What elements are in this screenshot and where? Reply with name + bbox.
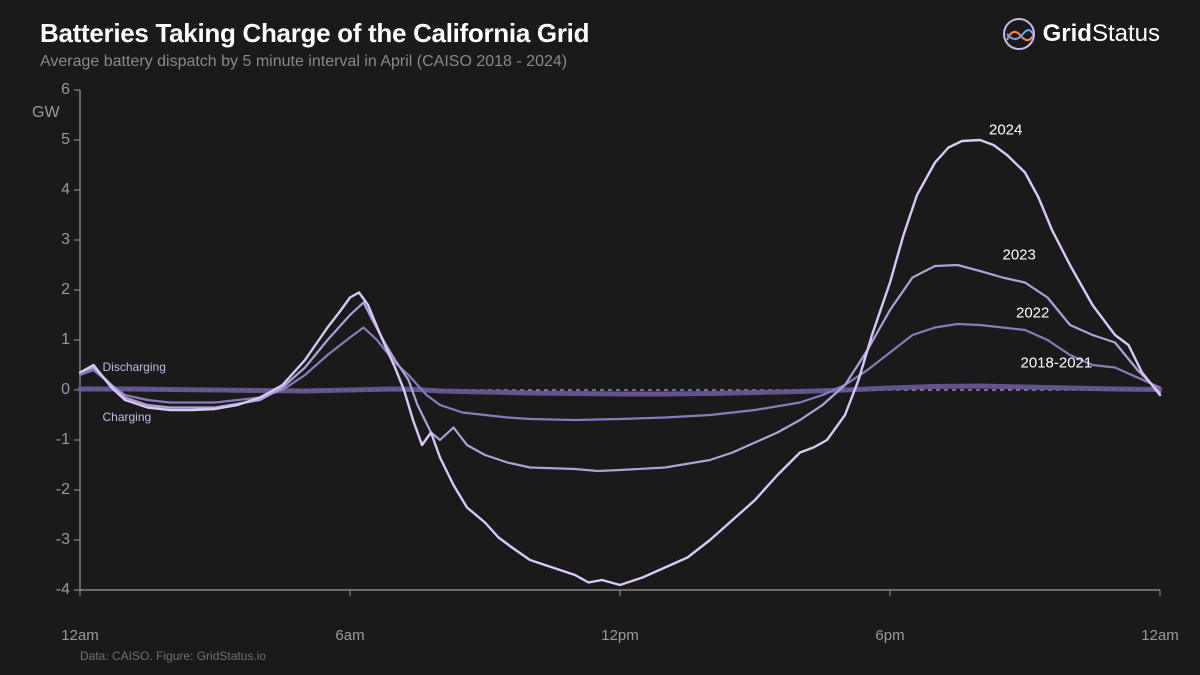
x-tick-label: 6am	[335, 627, 364, 644]
chart-plot-area: GW 6543210-1-2-3-412am6am12pm6pm12amDisc…	[80, 90, 1160, 620]
inline-annotation: Charging	[103, 410, 152, 424]
logo-text-2: Status	[1092, 20, 1160, 47]
y-tick-label: -4	[56, 581, 80, 599]
series-label: 2023	[1003, 247, 1036, 264]
series-label: 2024	[989, 122, 1022, 139]
x-tick-label: 6pm	[875, 627, 904, 644]
y-tick-label: -2	[56, 481, 80, 499]
logo-text-1: Grid	[1043, 20, 1092, 47]
brand-logo-icon	[1003, 18, 1035, 50]
chart-svg	[80, 90, 1160, 620]
chart-title: Batteries Taking Charge of the Californi…	[40, 18, 1003, 49]
y-tick-label: 5	[61, 131, 80, 149]
chart-credit: Data: CAISO. Figure: GridStatus.io	[80, 649, 266, 663]
chart-subtitle: Average battery dispatch by 5 minute int…	[40, 53, 1003, 71]
y-axis-unit: GW	[32, 104, 60, 122]
brand-logo: GridStatus	[1003, 18, 1160, 50]
series-label: 2022	[1016, 304, 1049, 321]
x-tick-label: 12am	[1141, 627, 1179, 644]
y-tick-label: -3	[56, 531, 80, 549]
y-tick-label: 3	[61, 231, 80, 249]
series-label: 2018-2021	[1021, 354, 1093, 371]
y-tick-label: 1	[61, 331, 80, 349]
x-tick-label: 12am	[61, 627, 99, 644]
x-tick-label: 12pm	[601, 627, 639, 644]
y-tick-label: 0	[61, 381, 80, 399]
y-tick-label: 2	[61, 281, 80, 299]
inline-annotation: Discharging	[103, 360, 166, 374]
y-tick-label: 4	[61, 181, 80, 199]
y-tick-label: 6	[61, 81, 80, 99]
y-tick-label: -1	[56, 431, 80, 449]
